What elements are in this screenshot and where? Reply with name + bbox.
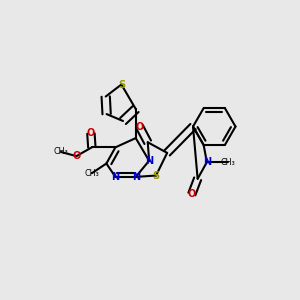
Text: N: N bbox=[145, 156, 153, 166]
Text: N: N bbox=[111, 172, 119, 182]
Text: O: O bbox=[188, 189, 196, 199]
Text: CH₃: CH₃ bbox=[85, 169, 99, 178]
Text: O: O bbox=[87, 128, 95, 139]
Text: CH₃: CH₃ bbox=[220, 158, 235, 166]
Text: N: N bbox=[132, 172, 140, 182]
Text: S: S bbox=[118, 80, 125, 89]
Text: O: O bbox=[72, 151, 80, 161]
Text: O: O bbox=[135, 122, 144, 132]
Text: S: S bbox=[152, 170, 160, 181]
Text: CH₃: CH₃ bbox=[53, 148, 68, 157]
Text: N: N bbox=[203, 157, 211, 167]
